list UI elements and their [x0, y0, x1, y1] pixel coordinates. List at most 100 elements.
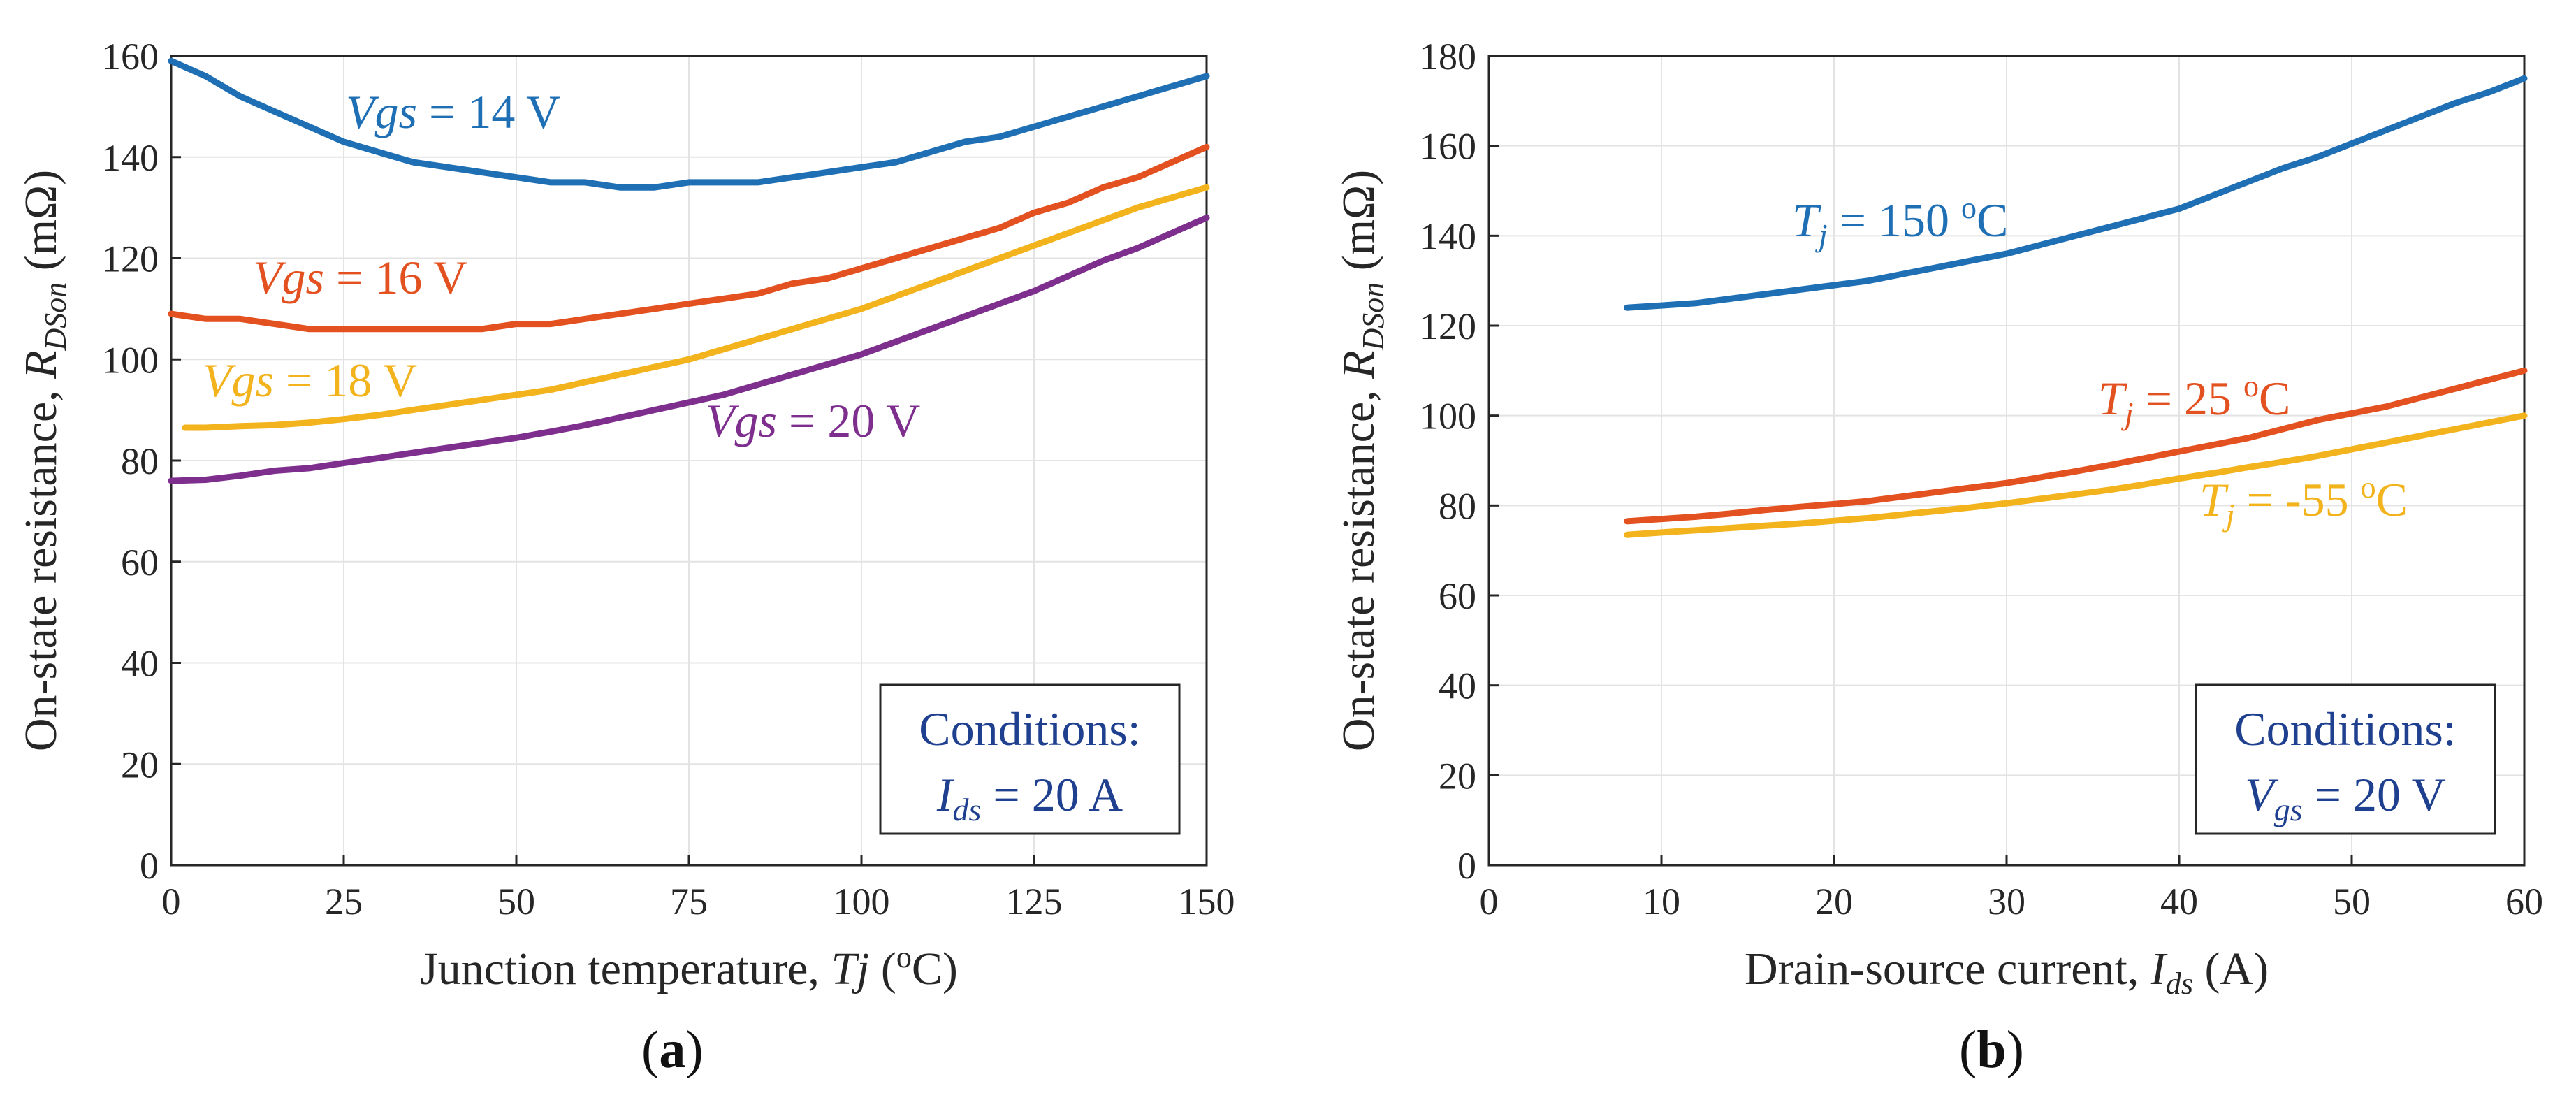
label-tj-150-mid: = 150 — [1828, 194, 1961, 247]
y-tick-label: 20 — [121, 744, 159, 786]
y-axis-label-a-var: R — [15, 351, 66, 379]
y-tick-label: 160 — [1420, 126, 1476, 168]
y-tick-label: 40 — [121, 643, 159, 685]
x-tick-label: 50 — [2333, 881, 2371, 922]
label-vgs-20: Vgs = 20 V — [706, 394, 920, 447]
label-tj-25-var: T — [2098, 372, 2127, 425]
label-tj-150-end: C — [1977, 194, 2008, 247]
label-vgs-18: Vgs = 18 V — [203, 354, 417, 407]
y-tick-label: 120 — [102, 238, 159, 280]
x-tick-label: 30 — [1988, 881, 2025, 922]
x-axis-label-b: Drain-source current, Ids (A) — [1745, 943, 2269, 1001]
y-axis-label-b-sub: DSon — [1356, 282, 1390, 352]
x-axis-label-b-sub: ds — [2166, 967, 2193, 1001]
panel-a: 0 25 50 75 100 125 150 0 20 40 60 80 100 120 140 160 Vg… — [15, 36, 1235, 1079]
conditions-box-b: Conditions: Vgs = 20 V — [2195, 683, 2496, 835]
label-vgs-14: Vgs = 14 V — [346, 85, 560, 138]
y-tick-label: 80 — [1439, 485, 1476, 527]
y-axis-label-b-prefix: On-state resistance, — [1333, 379, 1384, 751]
label-vgs-14-var: Vgs — [346, 85, 417, 138]
x-axis-label-a: Junction temperature, Tj (oC) — [420, 940, 958, 994]
label-vgs-16-rest: = 16 V — [324, 251, 467, 304]
label-vgs-14-rest: = 14 V — [417, 85, 560, 138]
x-tick-label: 0 — [1480, 881, 1499, 922]
y-tick-label: 160 — [102, 36, 159, 78]
label-tj-150-var: T — [1792, 194, 1821, 247]
x-axis-label-b-prefix: Drain-source current, — [1745, 943, 2151, 994]
label-vgs-16: Vgs = 16 V — [253, 251, 467, 304]
conditions-var-sub-a: ds — [953, 792, 982, 827]
conditions-rest-a: = 20 A — [981, 768, 1123, 821]
panel-label-b: (b) — [1959, 1020, 2024, 1079]
series-line-b-0 — [1624, 75, 2528, 311]
y-tick-label: 100 — [1420, 396, 1476, 437]
x-axis-label-a-sup: o — [896, 940, 912, 974]
label-tj-25: Tj = 25 oC — [2098, 369, 2290, 431]
conditions-value-a: Ids = 20 A — [936, 768, 1123, 827]
x-tick-label: 20 — [1815, 881, 1853, 922]
label-tj-minus55-end: C — [2376, 473, 2408, 526]
label-tj-150-sup: o — [1961, 191, 1977, 225]
series-line-a-0 — [168, 57, 1210, 191]
y-tick-label: 0 — [140, 845, 159, 887]
y-axis-label-b-unit: (mΩ) — [1333, 170, 1384, 282]
label-tj-minus55: Tj = -55 oC — [2199, 470, 2408, 533]
x-tick-label: 75 — [670, 881, 708, 922]
conditions-var-b: V — [2245, 768, 2279, 821]
conditions-value-b: Vgs = 20 V — [2245, 768, 2446, 827]
conditions-var-a: I — [936, 768, 955, 821]
series-a — [168, 57, 1210, 484]
y-tick-label: 60 — [121, 542, 159, 584]
label-tj-minus55-sub: j — [2222, 497, 2235, 533]
x-tick-label: 100 — [834, 881, 890, 922]
label-vgs-20-var: Vgs — [706, 394, 777, 447]
series-line-b-1 — [1624, 367, 2528, 525]
label-tj-150-sub: j — [1815, 217, 1828, 253]
conditions-title-b: Conditions: — [2234, 702, 2456, 755]
x-axis-label-a-unit: C) — [912, 943, 958, 994]
x-tick-label: 25 — [325, 881, 363, 922]
label-tj-minus55-mid: = -55 — [2235, 473, 2361, 526]
panel-letter-a: a — [659, 1020, 685, 1079]
x-tick-label: 0 — [162, 881, 181, 922]
series-line-b-2 — [1624, 412, 2528, 538]
y-tick-label: 60 — [1439, 575, 1476, 617]
conditions-title-a: Conditions: — [919, 702, 1140, 755]
label-tj-minus55-sup: o — [2361, 470, 2376, 505]
label-tj-25-sup: o — [2243, 369, 2259, 403]
y-tick-label: 100 — [102, 339, 159, 381]
conditions-frame-a — [879, 683, 1181, 835]
panel-letter-b: b — [1977, 1020, 2006, 1079]
label-vgs-16-var: Vgs — [253, 251, 324, 304]
y-axis-label-b: On-state resistance, RDSon (mΩ) — [1333, 170, 1390, 751]
label-tj-25-end: C — [2259, 372, 2290, 425]
x-tick-label: 150 — [1179, 881, 1235, 922]
ticks-a: 0 25 50 75 100 125 150 0 20 40 60 80 100 120 140 160 — [102, 36, 1235, 922]
y-axis-label-a-sub: DSon — [38, 282, 73, 352]
y-tick-label: 20 — [1439, 755, 1476, 797]
conditions-box-a: Conditions: Ids = 20 A — [879, 683, 1181, 835]
label-vgs-18-var: Vgs — [203, 354, 274, 407]
x-axis-label-b-var: I — [2150, 943, 2168, 994]
x-axis-label-b-unit: (A) — [2193, 943, 2269, 994]
x-tick-label: 60 — [2505, 881, 2543, 922]
label-tj-25-sub: j — [2121, 396, 2134, 431]
label-vgs-20-rest: = 20 V — [777, 394, 920, 447]
x-axis-label-a-var: Tj — [831, 943, 869, 994]
y-tick-label: 0 — [1457, 845, 1476, 887]
y-tick-label: 80 — [121, 440, 159, 482]
y-axis-label-a-prefix: On-state resistance, — [15, 379, 66, 751]
conditions-var-sub-b: gs — [2274, 792, 2303, 827]
ticks-b: 0 10 20 30 40 50 60 0 20 40 60 80 100 120 140 160 180 — [1420, 36, 2543, 922]
series-line-a-3 — [168, 215, 1210, 484]
y-tick-label: 140 — [1420, 215, 1476, 257]
y-axis-label-a-unit: (mΩ) — [15, 170, 66, 282]
series-line-a-2 — [182, 184, 1210, 431]
series-line-a-1 — [168, 143, 1210, 333]
panel-label-a: (a) — [641, 1020, 704, 1079]
conditions-frame-b — [2195, 683, 2496, 835]
x-axis-label-a-open: ( — [869, 943, 896, 994]
y-tick-label: 120 — [1420, 305, 1476, 347]
conditions-rest-b: = 20 V — [2303, 768, 2446, 821]
x-tick-label: 10 — [1643, 881, 1680, 922]
